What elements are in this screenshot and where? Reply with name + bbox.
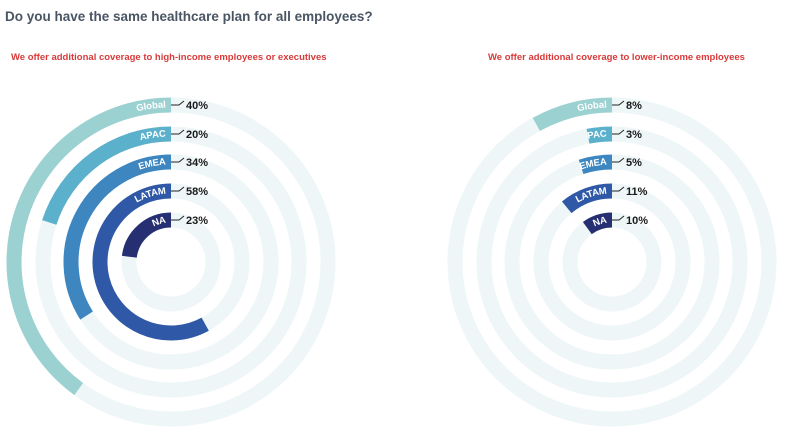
high-income-bar-apac	[42, 126, 172, 225]
lower-income-track-global	[447, 97, 777, 427]
high-income-bar-global	[6, 97, 172, 396]
lower-income-leader-apac	[612, 129, 625, 135]
lower-income-leader-emea	[612, 157, 625, 163]
high-income-leader-na	[171, 215, 185, 221]
high-income-bar-latam	[92, 183, 209, 341]
lower-income-bar-emea	[578, 154, 613, 175]
high-income-leader-latam	[171, 186, 185, 192]
high-income-value-label-apac: 20%	[186, 129, 208, 141]
radial-chart-high-income: Global 40%APAC 20%EMEA 34%LATAM 58%NA 23…	[6, 97, 336, 427]
chart-subtitle-lower-income: We offer additional coverage to lower-in…	[488, 52, 745, 63]
page-title: Do you have the same healthcare plan for…	[5, 9, 373, 24]
lower-income-leader-global	[612, 100, 625, 106]
chart-subtitle-high-income: We offer additional coverage to high-inc…	[11, 52, 327, 63]
lower-income-bar-na	[582, 212, 613, 235]
lower-income-track-apac	[476, 126, 748, 398]
lower-income-track-latam	[533, 183, 691, 341]
lower-income-bar-global	[532, 97, 613, 132]
high-income-value-label-global: 40%	[186, 100, 208, 112]
lower-income-value-label-apac: 3%	[626, 129, 642, 141]
lower-income-bar-apac	[586, 126, 613, 144]
lower-income-leader-latam	[612, 186, 625, 192]
lower-income-value-label-global: 8%	[626, 100, 642, 112]
lower-income-leader-na	[612, 215, 625, 221]
high-income-leader-emea	[171, 157, 185, 163]
lower-income-category-label-apac: APAC	[0, 0, 612, 142]
high-income-category-label-global: Global	[135, 99, 171, 114]
high-income-value-label-na: 23%	[186, 215, 208, 227]
high-income-category-label-na: NA	[151, 214, 172, 229]
high-income-bar-na	[121, 212, 172, 259]
lower-income-value-label-latam: 11%	[626, 186, 648, 198]
lower-income-category-label-na: NA	[592, 214, 613, 229]
high-income-value-label-emea: 34%	[186, 157, 208, 169]
high-income-leader-apac	[171, 129, 185, 135]
lower-income-bar-latam	[561, 183, 613, 214]
high-income-bar-emea	[63, 154, 172, 320]
lower-income-value-label-emea: 5%	[626, 157, 642, 169]
high-income-category-label-apac: APAC	[139, 128, 171, 143]
lower-income-category-label-global: Global	[576, 99, 612, 114]
lower-income-value-label-na: 10%	[626, 215, 648, 227]
high-income-value-label-latam: 58%	[186, 186, 208, 198]
high-income-leader-global	[171, 100, 185, 106]
lower-income-category-label-latam: LATAM	[574, 185, 612, 205]
lower-income-track-na	[562, 212, 662, 312]
